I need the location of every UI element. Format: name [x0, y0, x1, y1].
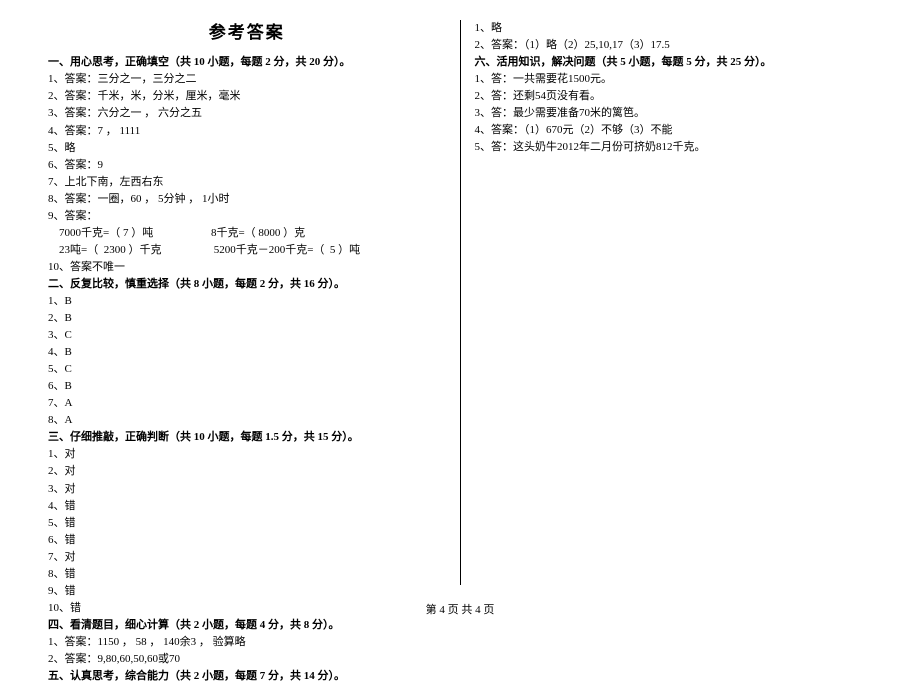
answer-line: 4、答案：（1）670元（2）不够（3）不能 [475, 122, 873, 139]
answer-line: 3、答：最少需要准备70米的篱笆。 [475, 105, 873, 122]
answer-line: 5、答：这头奶牛2012年二月份可挤奶812千克。 [475, 139, 873, 156]
section-1-head: 一、用心思考，正确填空（共 10 小题，每题 2 分，共 20 分）。 [48, 54, 446, 71]
answer-line: 3、C [48, 327, 446, 344]
answer-line: 7、上北下南，左西右东 [48, 174, 446, 191]
answer-line: 2、答案：（1）略（2）25,10,17（3）17.5 [475, 37, 873, 54]
section-3-head: 三、仔细推敲，正确判断（共 10 小题，每题 1.5 分，共 15 分）。 [48, 429, 446, 446]
left-column: 参考答案 一、用心思考，正确填空（共 10 小题，每题 2 分，共 20 分）。… [48, 20, 461, 585]
answer-line: 1、B [48, 293, 446, 310]
answer-line: 2、答：还剩54页没有看。 [475, 88, 873, 105]
answer-line: 5、略 [48, 140, 446, 157]
answer-line: 1、答案：三分之一，三分之二 [48, 71, 446, 88]
answer-line: 3、答案：六分之一 ， 六分之五 [48, 105, 446, 122]
answer-line: 1、答：一共需要花1500元。 [475, 71, 873, 88]
answer-line: 5、错 [48, 515, 446, 532]
section-6-head: 六、活用知识，解决问题（共 5 小题，每题 5 分，共 25 分）。 [475, 54, 873, 71]
section-5-head: 五、认真思考，综合能力（共 2 小题，每题 7 分，共 14 分）。 [48, 668, 446, 685]
answer-line: 9、答案： [48, 208, 446, 225]
answer-line: 7、A [48, 395, 446, 412]
answer-line: 2、答案：千米，米，分米，厘米，毫米 [48, 88, 446, 105]
answer-line-sub: 23吨=（ 2300 ）千克 5200千克－200千克=（ 5 ）吨 [48, 242, 446, 259]
answer-line: 8、错 [48, 566, 446, 583]
page-title: 参考答案 [48, 20, 446, 46]
page-container: 参考答案 一、用心思考，正确填空（共 10 小题，每题 2 分，共 20 分）。… [0, 0, 920, 595]
answer-line: 2、对 [48, 463, 446, 480]
answer-line: 5、C [48, 361, 446, 378]
answer-line: 10、答案不唯一 [48, 259, 446, 276]
answer-line: 2、B [48, 310, 446, 327]
answer-line: 1、略 [475, 20, 873, 37]
answer-line: 4、B [48, 344, 446, 361]
answer-line: 10、错 [48, 600, 446, 617]
answer-line: 2、答案：9,80,60,50,60或70 [48, 651, 446, 668]
answer-line: 9、错 [48, 583, 446, 600]
answer-line: 6、B [48, 378, 446, 395]
answer-line: 3、对 [48, 481, 446, 498]
answer-line: 8、答案：一圈，60 ， 5分钟 ， 1小时 [48, 191, 446, 208]
right-column: 1、略 2、答案：（1）略（2）25,10,17（3）17.5 六、活用知识，解… [461, 20, 873, 585]
answer-line-sub: 7000千克=（ 7 ）吨 8千克=（ 8000 ）克 [48, 225, 446, 242]
answer-line: 1、答案：1150 ， 58 ， 140余3 ， 验算略 [48, 634, 446, 651]
answer-line: 4、错 [48, 498, 446, 515]
answer-line: 4、答案：7 ， 1111 [48, 123, 446, 140]
answer-line: 1、对 [48, 446, 446, 463]
answer-line: 8、A [48, 412, 446, 429]
section-4-head: 四、看清题目，细心计算（共 2 小题，每题 4 分，共 8 分）。 [48, 617, 446, 634]
answer-line: 6、答案：9 [48, 157, 446, 174]
section-2-head: 二、反复比较，慎重选择（共 8 小题，每题 2 分，共 16 分）。 [48, 276, 446, 293]
answer-line: 6、错 [48, 532, 446, 549]
answer-line: 7、对 [48, 549, 446, 566]
